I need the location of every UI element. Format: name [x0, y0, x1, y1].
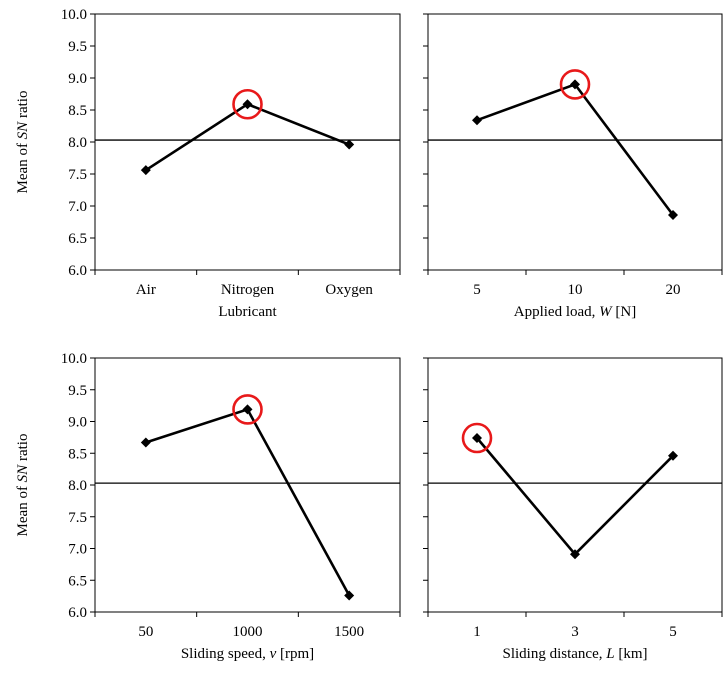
label-part: ratio: [15, 434, 31, 465]
data-point: [242, 99, 253, 110]
y-axis-title: Mean of SN ratio: [15, 434, 31, 537]
label-part: ratio: [15, 91, 31, 122]
y-tick-label: 9.5: [68, 39, 87, 55]
y-tick-label: 6.5: [68, 231, 87, 247]
chart-panel-1: 6.0 6.5 7.0 7.5 8.0 8.5 9.0 9.5 10.0 Air Nitrogen O…: [15, 7, 401, 320]
optimal-level-highlight: [232, 88, 263, 120]
x-tick-label: Nitrogen: [221, 282, 275, 298]
data-line: [145, 407, 351, 597]
y-tick-label: 8.0: [68, 135, 87, 151]
y-tick-label: 10.0: [61, 7, 87, 23]
label-part: [rpm]: [276, 646, 314, 662]
label-part: Applied load,: [514, 304, 599, 320]
x-axis-title: Lubricant: [218, 304, 277, 320]
y-axis-title: Mean of SN ratio: [15, 91, 31, 194]
data-line: [476, 437, 674, 557]
x-tick-label: 1000: [233, 624, 263, 640]
x-tick-label: Air: [136, 282, 156, 298]
label-part: Lubricant: [218, 304, 277, 320]
label-part: [km]: [615, 646, 648, 662]
plot-frame: [427, 13, 723, 271]
data-point: [140, 437, 151, 448]
data-point: [344, 590, 355, 601]
x-axis-title: Sliding speed, v [rpm]: [181, 646, 314, 662]
x-axis-title: Sliding distance, L [km]: [502, 646, 647, 662]
y-tick-label: 9.0: [68, 415, 87, 431]
label-part: W: [599, 304, 613, 320]
plot-frame: [94, 13, 401, 271]
data-point: [570, 79, 580, 90]
label-part: [N]: [612, 304, 637, 320]
y-tick-label: 9.5: [68, 383, 87, 399]
x-tick-label: 1: [473, 624, 481, 640]
data-point: [344, 139, 355, 150]
y-tick-label: 6.0: [68, 263, 87, 279]
label-part: Sliding distance,: [502, 646, 606, 662]
optimal-level-highlight: [461, 422, 493, 454]
label-part: v: [270, 646, 277, 662]
x-tick-label: 5: [473, 282, 481, 298]
label-part: SN: [15, 121, 31, 140]
x-tick-label: 50: [138, 624, 153, 640]
x-tick-label: 1500: [334, 624, 364, 640]
x-tick-label: 10: [568, 282, 583, 298]
y-tick-label: 8.5: [68, 103, 87, 119]
label-part: L: [605, 646, 614, 662]
data-line: [476, 82, 675, 216]
label-part: Mean of: [15, 482, 31, 536]
data-point: [570, 549, 580, 560]
y-tick-label: 6.0: [68, 605, 87, 621]
label-part: Sliding speed,: [181, 646, 270, 662]
data-point: [668, 450, 678, 461]
data-point: [242, 404, 253, 415]
data-point: [140, 165, 151, 176]
y-tick-label: 7.0: [68, 199, 87, 215]
y-tick-label: 10.0: [61, 351, 87, 367]
x-axis-title: Applied load, W [N]: [514, 304, 636, 320]
y-tick-label: 7.5: [68, 167, 87, 183]
chart-panel-3: 6.0 6.5 7.0 7.5 8.0 8.5 9.0 9.5 10.0 50 1000 1500 Sl…: [15, 351, 401, 662]
plot-frame: [427, 357, 723, 613]
x-tick-label: 5: [669, 624, 677, 640]
y-tick-label: 6.5: [68, 573, 87, 589]
x-tick-label: Oxygen: [325, 282, 373, 298]
y-tick-label: 8.5: [68, 446, 87, 462]
x-tick-label: 3: [571, 624, 579, 640]
y-tick-label: 8.0: [68, 478, 87, 494]
data-line: [145, 102, 350, 172]
label-part: Mean of: [15, 139, 31, 193]
optimal-level-highlight: [232, 394, 263, 425]
x-tick-label: 20: [666, 282, 681, 298]
label-part: SN: [15, 464, 31, 483]
data-point: [472, 433, 482, 444]
chart-panel-2: 5 10 20 Applied load, W [N]: [423, 13, 723, 320]
y-tick-label: 9.0: [68, 71, 87, 87]
y-tick-label: 7.0: [68, 542, 87, 558]
data-point: [472, 115, 482, 126]
optimal-level-highlight: [559, 69, 591, 100]
chart-panel-4: 1 3 5 Sliding distance, L [km]: [423, 357, 723, 662]
y-tick-label: 7.5: [68, 510, 87, 526]
data-point: [668, 209, 678, 220]
